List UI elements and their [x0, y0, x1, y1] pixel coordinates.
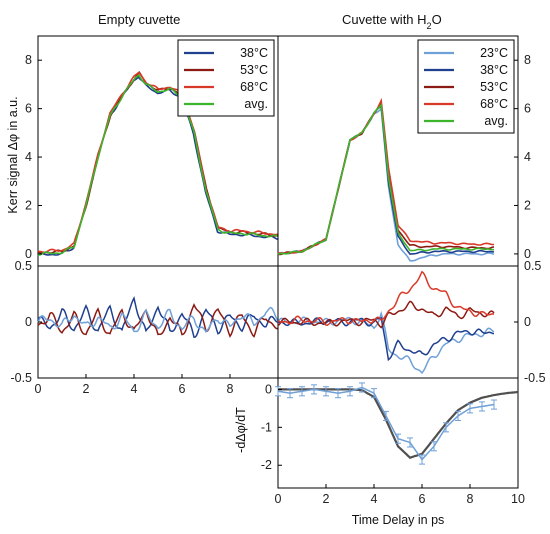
- x-tick-label: 2: [83, 382, 90, 396]
- series-line: [277, 270, 495, 326]
- y-tick-label: 0.5: [524, 259, 541, 273]
- x-axis-label-time-delay: Time Delay in ps: [352, 513, 445, 527]
- y-tick-label: 0: [25, 315, 32, 329]
- x-tick-label: 10: [511, 492, 525, 506]
- legend-label: 68°C: [480, 97, 508, 111]
- panel-bottom-right: 0 -1 -2 0 2 4 6 8 10: [261, 377, 525, 506]
- x-tick-label: 4: [371, 492, 378, 506]
- x-tick-label: 0: [35, 382, 42, 396]
- series-line: [277, 310, 495, 375]
- x-tick-label: 6: [179, 382, 186, 396]
- y-tick-label: 2: [25, 198, 32, 212]
- legend-label: 68°C: [240, 80, 268, 94]
- legend-label: 38°C: [480, 63, 508, 77]
- legend-label: 23°C: [480, 46, 508, 60]
- y-tick-label: -1: [261, 420, 272, 434]
- panel-top-left: 0 2 4 6 8 38°C 53°C 68°C avg.: [25, 35, 279, 267]
- title-cuvette-with-water: Cuvette with H2O: [342, 12, 442, 31]
- legend-label: avg.: [244, 97, 268, 111]
- y-tick-label: 0: [524, 247, 531, 261]
- x-tick-label: 0: [275, 492, 282, 506]
- panel-middle-right: -0.5 0 0.5: [277, 259, 546, 385]
- y-tick-label: 0: [524, 315, 531, 329]
- legend-label: 38°C: [240, 46, 268, 60]
- x-tick-label: 6: [419, 492, 426, 506]
- panel-top-right: 0 2 4 6 8 23°C 38°C 53°C 68°C avg.: [277, 35, 531, 267]
- plot-frame: [37, 265, 279, 379]
- series-line: [37, 74, 279, 256]
- fit-line: [278, 388, 519, 459]
- title-empty-cuvette: Empty cuvette: [98, 12, 180, 27]
- x-tick-label: 2: [323, 492, 330, 506]
- y-tick-label: 8: [25, 53, 32, 67]
- series-line: [278, 316, 495, 362]
- y-tick-label: -2: [261, 458, 272, 472]
- data-line: [277, 386, 495, 461]
- y-axis-label-derivative: -dΔφ/dT: [234, 407, 248, 453]
- legend-label: avg.: [484, 114, 508, 128]
- y-tick-label: 8: [524, 53, 531, 67]
- y-axis-label-kerr: Kerr signal Δφ in a.u.: [6, 96, 20, 213]
- y-tick-label: 6: [25, 102, 32, 116]
- series-line: [37, 306, 279, 334]
- legend-label: 53°C: [480, 80, 508, 94]
- x-tick-label: 8: [227, 382, 234, 396]
- y-tick-label: 4: [25, 150, 32, 164]
- series-line: [37, 296, 279, 339]
- y-tick-label: 2: [524, 198, 531, 212]
- y-tick-label: 0: [265, 382, 272, 396]
- x-tick-label: 8: [467, 492, 474, 506]
- y-tick-label: 6: [524, 102, 531, 116]
- legend-label: 53°C: [240, 63, 268, 77]
- y-tick-label: 0.5: [15, 259, 32, 273]
- y-tick-label: 0: [25, 247, 32, 261]
- y-tick-label: -0.5: [10, 371, 32, 385]
- x-tick-label: 4: [131, 382, 138, 396]
- y-tick-label: 4: [524, 150, 531, 164]
- series-line: [277, 300, 495, 329]
- panel-middle-left: -0.500.50 2 4 6 8: [10, 259, 279, 396]
- y-tick-label: -0.5: [524, 371, 546, 385]
- series-line: [277, 103, 494, 255]
- plot-frame: [277, 377, 519, 489]
